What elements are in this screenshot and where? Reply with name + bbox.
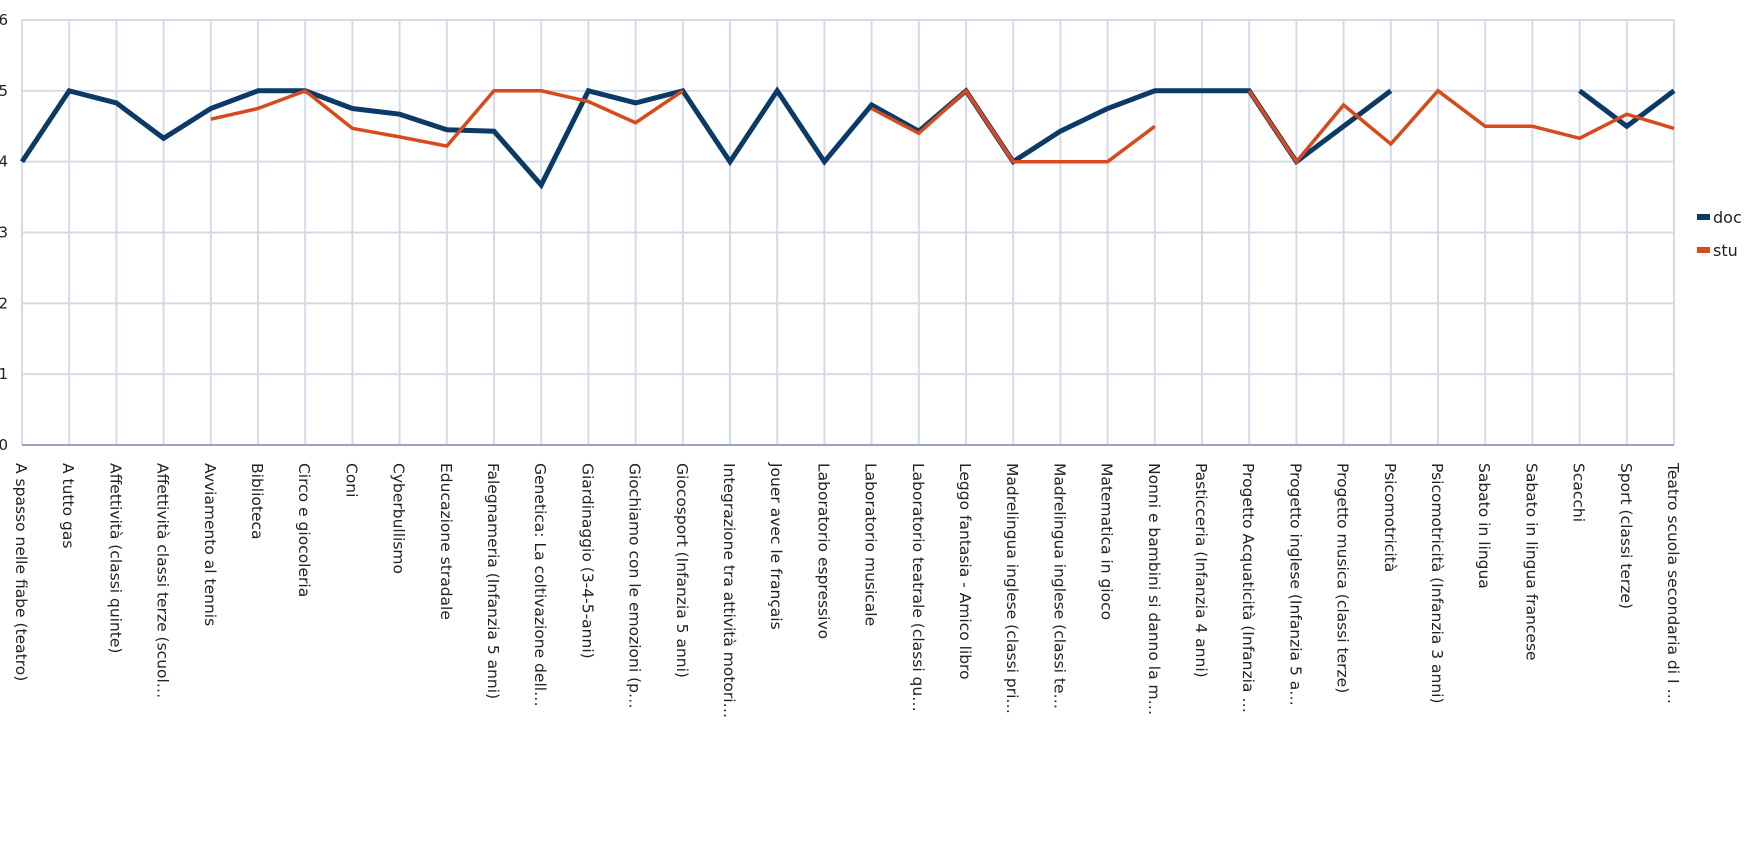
x-category-label: Matematica in gioco [1098,463,1116,620]
x-category-label: Sport (classi terze) [1617,463,1635,609]
x-category-label: Madrelingua inglese (classi pri… [1003,463,1021,714]
x-category-label: Affettività classi terze (scuol… [154,463,172,698]
x-category-label: Affettività (classi quinte) [106,463,124,653]
x-category-label: Educazione stradale [437,463,455,620]
y-tick-label: 4 [0,153,8,171]
x-category-label: Madrelingua inglese (classi te… [1050,463,1068,709]
x-category-label: Biblioteca [248,463,266,540]
series-line-doc [19,86,1676,190]
series-line-stu [210,88,1675,165]
x-category-label: Sabato in lingua [1475,463,1493,589]
y-tick-label: 5 [0,82,8,100]
x-category-label: Integrazione tra attività motori… [720,463,738,718]
x-category-label: Avviamento al tennis [201,463,219,626]
x-category-label: Giardinaggio (3-4-5-anni) [578,463,596,659]
legend-label-doc: doc [1713,208,1742,227]
x-category-label: Progetto musica (classi terze) [1334,463,1352,693]
y-tick-label: 2 [0,294,8,312]
x-category-label: Psicomotricità (Infanzia 3 anni) [1428,463,1446,704]
x-category-label: Sabato in lingua francese [1522,463,1540,661]
x-category-label: Coni [342,463,360,497]
x-category-label: Laboratorio musicale [862,463,880,626]
x-category-label: Jouer avec le français [767,462,785,630]
x-category-label: Giocosport (Infanzia 5 anni) [673,463,691,678]
x-category-label: Falegnameria (Infanzia 5 anni) [484,463,502,699]
x-category-label: Giochiamo con le emozioni (p… [626,463,644,708]
x-category-label: Nonni e bambini si danno la m… [1145,463,1163,715]
y-tick-label: 1 [0,365,8,383]
x-category-label: Laboratorio teatrale (classi qu… [909,463,927,712]
y-tick-label: 0 [0,436,8,454]
x-category-label: Genetica: La coltivazione dell… [531,463,549,707]
x-category-label: Progetto Acquaticità (Infanzia … [1239,463,1257,713]
x-category-label: Psicomotricità [1381,463,1399,572]
x-category-label: A tutto gas [59,463,77,548]
x-category-label: Circo e giocoleria [295,463,313,597]
y-tick-label: 3 [0,224,8,242]
x-category-label: Progetto inglese (Infanzia 5 a… [1286,463,1304,706]
x-category-label: A spasso nelle fiabe (teatro) [12,463,30,681]
x-category-label: Teatro scuola secondaria di I … [1664,462,1682,704]
x-category-label: Laboratorio espressivo [814,463,832,639]
legend-label-stu: stu [1713,241,1738,260]
x-category-label: Leggo fantasia - Amico libro [956,463,974,680]
y-tick-label: 6 [0,11,8,29]
x-category-label: Pasticceria (Infanzia 4 anni) [1192,463,1210,678]
x-category-label: Cyberbullismo [390,463,408,574]
x-category-label: Scacchi [1570,463,1588,522]
